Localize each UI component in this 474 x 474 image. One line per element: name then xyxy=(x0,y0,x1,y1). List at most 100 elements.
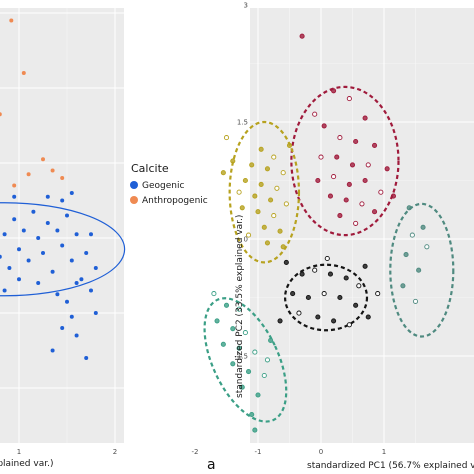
right-x-tick-label: -2 xyxy=(192,448,199,456)
point-group-black xyxy=(327,271,334,277)
right-x-tick-label: 1 xyxy=(382,448,386,456)
point-anthropogenic xyxy=(26,172,31,177)
point-group-crimson xyxy=(346,181,352,187)
point-geogenic xyxy=(55,292,60,297)
point-group-olive xyxy=(261,224,267,230)
point-geogenic xyxy=(84,356,89,360)
point-group-olive xyxy=(258,181,264,187)
point-geogenic xyxy=(89,232,93,237)
ellipse-geogenic xyxy=(0,202,126,297)
point-group-slate xyxy=(412,298,419,304)
point-group-teal xyxy=(223,302,230,308)
point-group-olive xyxy=(264,166,271,172)
point-group-slate xyxy=(403,252,409,258)
point-group-crimson xyxy=(318,154,324,160)
point-group-teal xyxy=(230,361,236,367)
point-geogenic xyxy=(60,243,65,248)
point-group-black xyxy=(290,291,296,297)
point-group-olive xyxy=(280,170,286,176)
point-group-olive xyxy=(223,135,230,141)
panel-tag: a xyxy=(207,457,216,473)
point-geogenic xyxy=(60,326,65,330)
right-plot-background xyxy=(250,8,474,443)
point-anthropogenic xyxy=(50,168,55,173)
left-grid xyxy=(0,8,124,443)
point-group-olive xyxy=(258,146,264,152)
point-group-black xyxy=(315,314,321,320)
legend-swatch-anthropogenic xyxy=(130,196,138,204)
point-group-crimson xyxy=(353,138,359,145)
left-x-tick-label: 2 xyxy=(113,448,117,456)
left-x-tick-label: 1 xyxy=(17,448,21,456)
left-points xyxy=(0,18,98,360)
right-points xyxy=(211,33,430,433)
point-group-slate xyxy=(420,224,426,230)
point-group-crimson xyxy=(362,115,368,121)
point-group-crimson xyxy=(365,162,371,168)
point-group-teal xyxy=(252,427,258,433)
left-x-axis-title: xplained var.) xyxy=(0,459,53,469)
point-geogenic xyxy=(74,333,79,338)
point-group-crimson xyxy=(321,123,327,129)
point-group-crimson xyxy=(362,177,368,184)
point-group-black xyxy=(296,310,302,316)
point-geogenic xyxy=(69,258,74,263)
point-group-slate xyxy=(409,232,415,238)
point-group-crimson xyxy=(334,154,340,160)
point-anthropogenic xyxy=(12,183,17,188)
legend: Calcite Geogenic Anthropogenic xyxy=(130,162,208,206)
point-group-crimson xyxy=(353,220,359,226)
point-group-olive xyxy=(271,154,277,160)
point-geogenic xyxy=(17,277,21,282)
point-geogenic xyxy=(60,198,65,203)
point-group-olive xyxy=(268,197,274,203)
point-geogenic xyxy=(55,228,60,233)
legend-swatch-geogenic xyxy=(130,181,138,189)
point-group-teal xyxy=(236,306,242,312)
right-x-tick-label: -1 xyxy=(255,448,262,456)
point-geogenic xyxy=(69,314,74,319)
point-anthropogenic xyxy=(41,157,45,162)
right-y-axis-title: standardized PC2 (33.5% explained var.) xyxy=(235,215,245,398)
point-group-black xyxy=(277,318,283,324)
point-group-black xyxy=(299,271,305,277)
point-group-teal xyxy=(239,384,245,390)
point-group-crimson xyxy=(315,177,321,184)
point-group-olive xyxy=(239,205,245,211)
right-x-tick-labels: -2 -1 0 1 xyxy=(192,448,387,456)
point-group-slate xyxy=(406,205,412,211)
point-group-olive xyxy=(245,232,252,238)
point-geogenic xyxy=(0,254,2,259)
point-group-crimson xyxy=(337,135,343,141)
point-group-crimson xyxy=(331,88,337,94)
left-chart-panel: 1 2 xplained var.) xyxy=(0,8,126,469)
point-group-teal xyxy=(230,326,236,332)
point-geogenic xyxy=(65,213,69,218)
point-group-teal xyxy=(255,392,261,398)
point-group-black xyxy=(305,294,311,301)
ellipse-group-black xyxy=(283,263,369,332)
point-geogenic xyxy=(74,281,79,285)
point-geogenic xyxy=(89,288,93,293)
point-group-crimson xyxy=(349,162,356,168)
right-y-tick-label: -1.5 xyxy=(234,353,248,361)
left-ellipses xyxy=(0,202,126,297)
point-geogenic xyxy=(36,236,41,240)
legend-title: Calcite xyxy=(131,162,169,175)
point-geogenic xyxy=(65,299,69,304)
left-plot-background xyxy=(0,8,124,443)
point-group-olive xyxy=(230,158,236,164)
point-group-black xyxy=(283,259,289,265)
point-geogenic xyxy=(50,269,55,274)
point-group-olive xyxy=(252,193,258,199)
point-geogenic xyxy=(21,228,26,233)
right-y-tick-labels: -1.5 0 1.5 3 xyxy=(234,2,248,361)
point-group-black xyxy=(375,291,381,297)
point-group-teal xyxy=(264,357,271,363)
point-geogenic xyxy=(79,277,84,282)
point-geogenic xyxy=(7,266,12,270)
right-chart-panel: -2 -1 0 1 -1.5 0 1.5 3 standardized PC1 (56.7%… xyxy=(192,2,474,471)
point-group-teal xyxy=(249,411,255,418)
point-group-crimson xyxy=(343,197,349,203)
point-geogenic xyxy=(12,194,17,199)
